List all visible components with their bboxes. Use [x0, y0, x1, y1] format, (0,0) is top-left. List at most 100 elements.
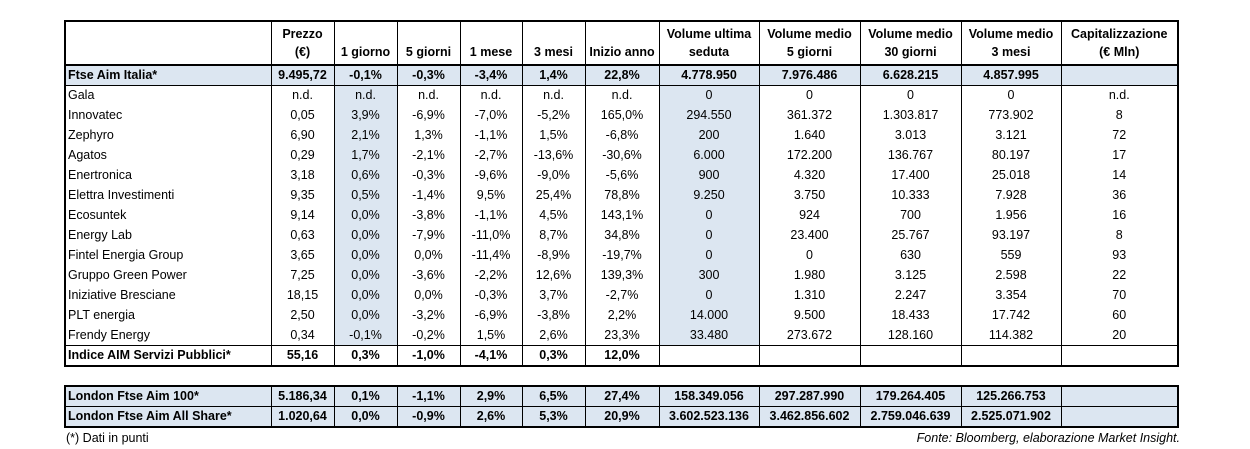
cell: 0: [659, 85, 760, 106]
row-name: Agatos: [65, 145, 272, 166]
cell: -6,8%: [585, 125, 660, 146]
row-name: Ecosuntek: [65, 205, 272, 226]
column-header: 1 giorno: [334, 21, 398, 65]
cell: -0,3%: [397, 165, 461, 186]
index-row: Ftse Aim Italia* 9.495,72 -0,1% -0,3% -3,4% 1…: [65, 65, 1179, 86]
cell: 18,15: [271, 285, 335, 306]
cell: 3,65: [271, 245, 335, 266]
cell: n.d.: [397, 85, 461, 106]
cell: n.d.: [334, 85, 398, 106]
cell: -3,4%: [460, 65, 523, 86]
cell: -9,6%: [460, 165, 523, 186]
cell: -3,6%: [397, 265, 461, 286]
cell: -3,8%: [397, 205, 461, 226]
cell: -6,9%: [397, 105, 461, 126]
cell: 72: [1061, 125, 1179, 146]
cell: 16: [1061, 205, 1179, 226]
cell: 1.956: [961, 205, 1062, 226]
table-row: Energy Lab 0,63 0,0% -7,9% -11,0% 8,7% 34,8% 0 2…: [65, 225, 1179, 246]
cell: 20: [1061, 325, 1179, 346]
cell: 4,5%: [522, 205, 586, 226]
cell: 6,5%: [522, 386, 586, 407]
cell: 0,5%: [334, 185, 398, 206]
cell: -4,1%: [460, 345, 523, 366]
cell: 128.160: [860, 325, 962, 346]
column-header: Capitalizzazione (€ Mln): [1061, 21, 1179, 65]
footnote: (*) Dati in punti: [66, 431, 149, 445]
cell: 0,34: [271, 325, 335, 346]
cell: 0,0%: [334, 245, 398, 266]
cell: 18.433: [860, 305, 962, 326]
cell: 900: [659, 165, 760, 186]
cell: 17: [1061, 145, 1179, 166]
cell: 2.525.071.902: [961, 406, 1062, 427]
cell: 2,9%: [460, 386, 523, 407]
cell: 9,5%: [460, 185, 523, 206]
cell: 6.628.215: [860, 65, 962, 86]
cell: 22,8%: [585, 65, 660, 86]
cell: 273.672: [759, 325, 861, 346]
cell: 3,7%: [522, 285, 586, 306]
cell: 3.602.523.136: [659, 406, 760, 427]
cell: -8,9%: [522, 245, 586, 266]
cell: 1,5%: [460, 325, 523, 346]
cell: -13,6%: [522, 145, 586, 166]
cell: 25,4%: [522, 185, 586, 206]
cell: n.d.: [585, 85, 660, 106]
cell: 1.020,64: [271, 406, 335, 427]
cell: -5,6%: [585, 165, 660, 186]
cell: -0,3%: [460, 285, 523, 306]
row-name: Indice AIM Servizi Pubblici*: [65, 345, 272, 366]
cell: 4.778.950: [659, 65, 760, 86]
cell: 0: [759, 245, 861, 266]
cell: -3,8%: [522, 305, 586, 326]
cell: 1,4%: [522, 65, 586, 86]
column-header: Volume ultima seduta: [659, 21, 760, 65]
column-header: Volume medio 3 mesi: [961, 21, 1062, 65]
cell: [1061, 65, 1179, 86]
cell: 80.197: [961, 145, 1062, 166]
cell: 0,0%: [397, 245, 461, 266]
cell: 3.125: [860, 265, 962, 286]
cell: -0,1%: [334, 65, 398, 86]
table-row: PLT energia 2,50 0,0% -3,2% -6,9% -3,8% 2,2% 14…: [65, 305, 1179, 326]
cell: 8,7%: [522, 225, 586, 246]
cell: 361.372: [759, 105, 861, 126]
cell: 1.303.817: [860, 105, 962, 126]
cell: [860, 345, 962, 366]
header-blank: [65, 21, 272, 65]
table-row: Frendy Energy 0,34 -0,1% -0,2% 1,5% 2,6% 23,3%…: [65, 325, 1179, 346]
cell: 78,8%: [585, 185, 660, 206]
cell: 0: [659, 225, 760, 246]
cell: 8: [1061, 105, 1179, 126]
cell: n.d.: [1061, 85, 1179, 106]
cell: 36: [1061, 185, 1179, 206]
row-name: Ftse Aim Italia*: [65, 65, 272, 86]
cell: 0,0%: [334, 205, 398, 226]
cell: 630: [860, 245, 962, 266]
row-name: Innovatec: [65, 105, 272, 126]
cell: 7.928: [961, 185, 1062, 206]
cell: 7,25: [271, 265, 335, 286]
cell: [961, 345, 1062, 366]
london-table: London Ftse Aim 100* 5.186,34 0,1% -1,1% 2,9…: [64, 385, 1179, 428]
cell: 165,0%: [585, 105, 660, 126]
row-name: PLT energia: [65, 305, 272, 326]
cell: 2.759.046.639: [860, 406, 962, 427]
cell: -9,0%: [522, 165, 586, 186]
cell: -19,7%: [585, 245, 660, 266]
cell: -7,9%: [397, 225, 461, 246]
column-header: Inizio anno: [585, 21, 660, 65]
cell: 12,0%: [585, 345, 660, 366]
cell: -0,2%: [397, 325, 461, 346]
cell: 0: [659, 285, 760, 306]
cell: 6,90: [271, 125, 335, 146]
cell: 3.354: [961, 285, 1062, 306]
cell: 2.247: [860, 285, 962, 306]
cell: 23.400: [759, 225, 861, 246]
cell: 0,05: [271, 105, 335, 126]
row-name: Elettra Investimenti: [65, 185, 272, 206]
cell: 5,3%: [522, 406, 586, 427]
cell: [1061, 345, 1179, 366]
cell: 2,1%: [334, 125, 398, 146]
